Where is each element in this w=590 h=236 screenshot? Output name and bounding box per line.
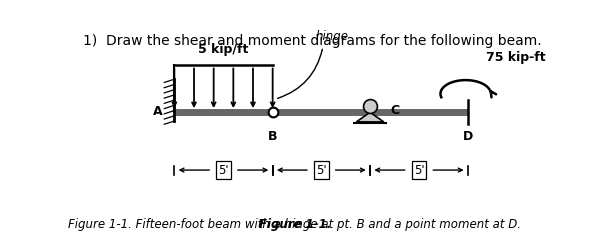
Text: 5 kip/ft: 5 kip/ft bbox=[198, 42, 249, 55]
Polygon shape bbox=[356, 112, 384, 122]
Text: Figure 1-1.: Figure 1-1. bbox=[259, 218, 331, 231]
Text: Figure 1-1. Fifteen-foot beam with a hinge at pt. B and a point moment at D.: Figure 1-1. Fifteen-foot beam with a hin… bbox=[68, 218, 522, 231]
Text: 5': 5' bbox=[218, 164, 229, 177]
Text: hinge: hinge bbox=[316, 30, 349, 43]
Text: 5': 5' bbox=[316, 164, 327, 177]
Text: A: A bbox=[153, 105, 163, 118]
Text: C: C bbox=[391, 104, 400, 117]
Text: 5': 5' bbox=[414, 164, 424, 177]
Text: 75 kip-ft: 75 kip-ft bbox=[486, 51, 546, 64]
Text: 1)  Draw the shear and moment diagrams for the following beam.: 1) Draw the shear and moment diagrams fo… bbox=[83, 34, 542, 48]
Text: B: B bbox=[268, 130, 277, 143]
Text: D: D bbox=[463, 130, 473, 143]
